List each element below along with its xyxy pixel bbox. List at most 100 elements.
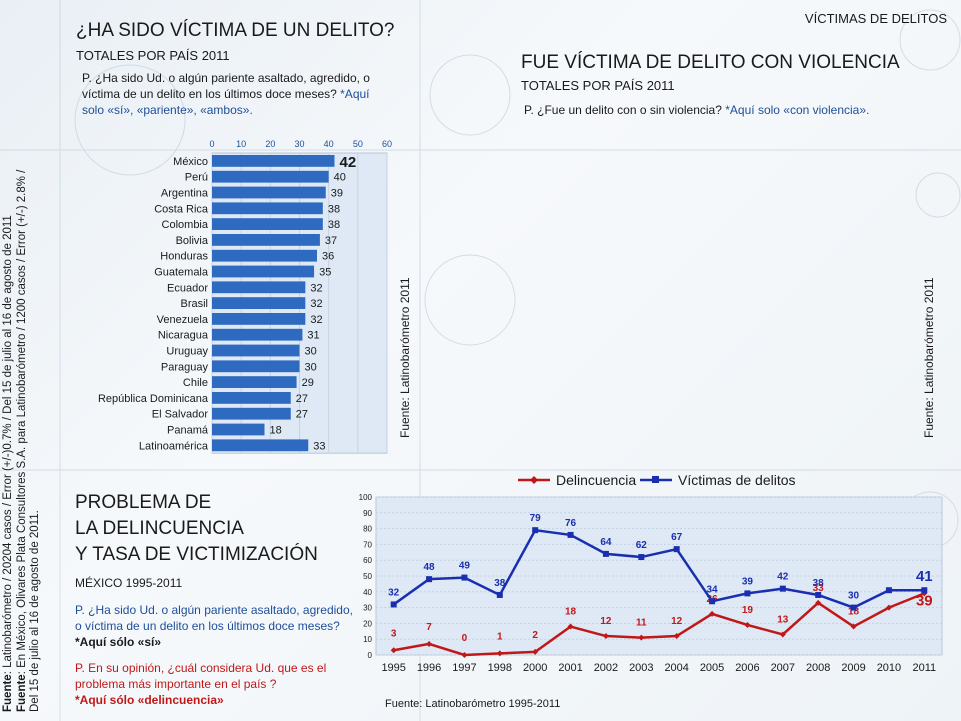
data-label: 38 [328, 203, 340, 215]
y-tick-label: 90 [363, 509, 372, 518]
data-label: 29 [302, 377, 314, 389]
data-label: 39 [916, 592, 933, 609]
data-label: 35 [319, 267, 331, 279]
header-tag: VÍCTIMAS DE DELITOS [804, 11, 947, 26]
data-label: 3 [391, 628, 397, 639]
data-label: 33 [313, 440, 325, 452]
data-label: 67 [671, 532, 683, 543]
data-label: 39 [742, 576, 754, 587]
data-label: 42 [340, 154, 357, 171]
series-marker [461, 574, 468, 581]
data-label: 12 [671, 616, 683, 627]
category-label: Ecuador [167, 282, 208, 294]
bar [212, 392, 291, 404]
legend-marker [530, 476, 538, 484]
bar [212, 186, 326, 199]
data-label: 62 [636, 540, 648, 551]
category-label: Brasil [180, 298, 208, 310]
x-tick-label: 50 [353, 139, 363, 149]
series-marker [390, 647, 397, 654]
x-tick-label: 30 [294, 139, 304, 149]
panel2-subtitle: TOTALES POR PAÍS 2011 [521, 78, 675, 93]
bar [212, 297, 306, 309]
series-marker [779, 585, 786, 592]
category-label: Chile [183, 377, 208, 389]
data-label: 49 [459, 561, 471, 572]
x-tick-label: 2004 [664, 662, 688, 674]
side-note-label-2: Fuente [15, 674, 28, 712]
legend-label: Víctimas de delitos [678, 472, 796, 488]
data-label: 39 [331, 188, 343, 200]
y-tick-label: 40 [363, 588, 372, 597]
series-marker [602, 550, 609, 557]
bar-chart-victims: 0 10 20 30 40 50 60 México 42 Perú 40 Argentina 39 Co… [98, 139, 392, 454]
bar [212, 407, 291, 420]
data-label: 32 [388, 587, 400, 598]
data-label: 13 [777, 614, 789, 625]
panel3-title-line-3: Y TASA DE VICTIMIZACIÓN [75, 544, 318, 565]
x-tick-label: 1996 [417, 662, 441, 674]
panel3-q1-note: *Aquí sólo «sí» [75, 635, 162, 649]
legend-marker [652, 476, 659, 483]
series-marker [638, 634, 645, 641]
series-marker [815, 599, 822, 606]
x-tick-label: 2003 [629, 662, 653, 674]
data-label: 18 [270, 425, 282, 437]
series-marker [532, 648, 539, 655]
x-tick-label: 1997 [452, 662, 476, 674]
series-line [392, 528, 925, 609]
series-marker [426, 640, 433, 647]
x-tick-label: 1995 [381, 662, 405, 674]
category-label: México [173, 156, 208, 168]
bar [212, 155, 335, 167]
category-label: Costa Rica [154, 203, 209, 215]
series-marker [567, 531, 574, 538]
series-marker [461, 652, 468, 658]
bar [212, 423, 265, 436]
bar [212, 376, 297, 388]
panel3-title: PROBLEMA DE LA DELINCUENCIA Y TASA DE VI… [75, 490, 318, 568]
data-label: 36 [322, 251, 334, 263]
series-marker [390, 601, 397, 608]
panel1-question: P. ¿Ha sido Ud. o algún pariente asaltad… [82, 70, 382, 118]
series-marker [744, 590, 751, 597]
data-label: 33 [813, 583, 825, 594]
data-label: 40 [334, 172, 346, 184]
category-label: Guatemala [154, 267, 209, 279]
x-tick-label: 2001 [558, 662, 582, 674]
x-tick-label: 2011 [912, 662, 936, 674]
category-label: Paraguay [161, 361, 209, 373]
x-tick-label: 2010 [877, 662, 901, 674]
data-label: 32 [310, 314, 322, 326]
category-label: Latinoamérica [139, 440, 209, 452]
panel1-subtitle: TOTALES POR PAÍS 2011 [76, 48, 230, 63]
panel3-q2-note: *Aquí sólo «delincuencia» [75, 693, 224, 707]
x-tick-label: 0 [209, 139, 214, 149]
data-label: 79 [530, 513, 542, 524]
panel2-source: Fuente: Latinobarómetro 2011 [922, 277, 936, 438]
panel3-question-1: P. ¿Ha sido Ud. o algún pariente asaltad… [75, 602, 357, 650]
x-tick-label: 2000 [523, 662, 547, 674]
data-label: 38 [813, 578, 825, 589]
bar [212, 360, 300, 373]
series-marker [885, 604, 892, 611]
category-label: Argentina [161, 188, 209, 200]
data-label: 30 [848, 591, 860, 602]
panel1-source: Fuente: Latinobarómetro 2011 [398, 277, 412, 438]
legend-label: Delincuencia [556, 472, 636, 488]
series-marker [426, 576, 433, 583]
x-tick-label: 20 [265, 139, 275, 149]
bar-chart-violence: 0102030405060Ecuador56México27Perú25Colo… [420, 130, 920, 460]
data-label: 64 [600, 537, 612, 548]
bar [212, 202, 323, 215]
series-marker [567, 623, 574, 630]
x-tick-label: 60 [382, 139, 392, 149]
x-tick-label: 2008 [806, 662, 830, 674]
series-marker [850, 604, 857, 611]
data-label: 38 [494, 578, 506, 589]
category-label: Venezuela [157, 314, 209, 326]
y-tick-label: 10 [363, 635, 372, 644]
series-marker [673, 546, 680, 553]
series-marker [602, 633, 609, 640]
